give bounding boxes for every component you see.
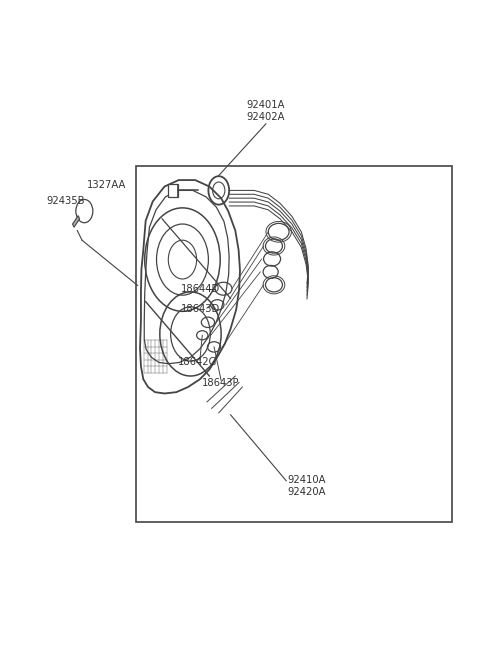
Text: 92401A
92402A: 92401A 92402A [247, 100, 285, 122]
Text: 18642G: 18642G [178, 357, 217, 367]
Text: 92410A
92420A: 92410A 92420A [287, 475, 325, 497]
Text: 92435B: 92435B [47, 196, 85, 206]
Bar [136, 166, 452, 521]
Text: 18643D: 18643D [181, 305, 220, 314]
Text: 1327AA: 1327AA [87, 180, 126, 190]
Polygon shape [72, 215, 80, 227]
Text: 18643P: 18643P [202, 378, 240, 388]
Text: 18644D: 18644D [181, 284, 220, 293]
Bar [168, 184, 178, 197]
